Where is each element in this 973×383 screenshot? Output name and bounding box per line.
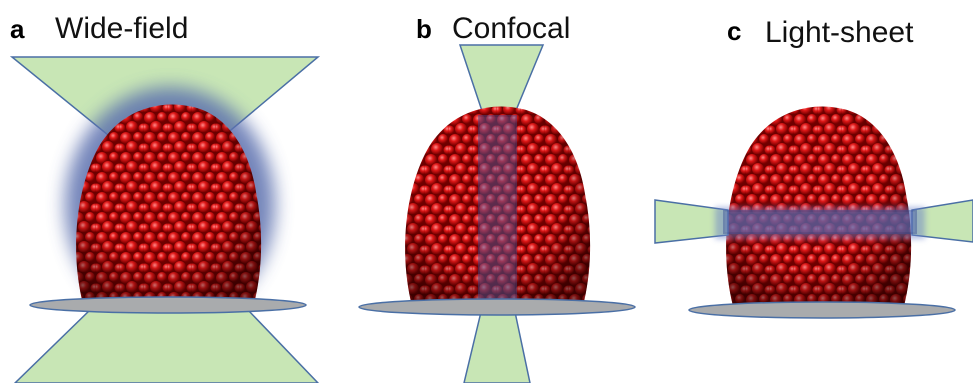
figure: a Wide-field b Confocal c Light-sheet: [0, 0, 973, 383]
coverslip: [30, 297, 306, 313]
illuminated-plane: [724, 211, 916, 233]
coverslip: [689, 302, 955, 318]
panel-title: Wide-field: [55, 12, 188, 45]
specimen: [726, 107, 911, 306]
coverslip: [359, 299, 635, 315]
detection-cone: [464, 312, 530, 383]
panel-a: a Wide-field: [10, 12, 318, 383]
panel-letter: a: [10, 14, 25, 44]
panel-c: c Light-sheet: [655, 16, 973, 318]
panel-letter: c: [727, 16, 741, 46]
panel-letter: b: [416, 14, 432, 44]
detection-cone: [15, 310, 318, 383]
scan-column: [479, 116, 516, 302]
panel-title: Light-sheet: [765, 16, 914, 49]
panel-b: b Confocal: [359, 12, 635, 383]
panel-title: Confocal: [452, 12, 570, 45]
